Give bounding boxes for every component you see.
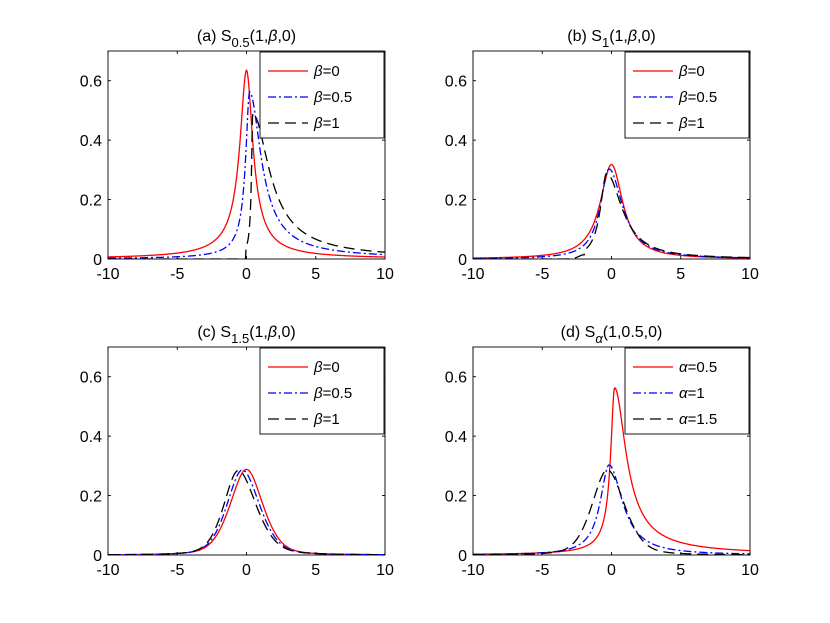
legend-entry: β=0 bbox=[313, 63, 340, 80]
x-tick-label: 5 bbox=[311, 266, 320, 283]
series-line-black bbox=[108, 469, 385, 555]
subplot-2: -10 -5 0 5 10 0 0.2 0.4 0.6 (b) S1(1,β,0) β=0 β=0.5… bbox=[445, 28, 759, 283]
series-group bbox=[473, 386, 750, 555]
x-tick-label: 10 bbox=[741, 562, 759, 579]
legend: β=0 β=0.5 β=1 bbox=[259, 347, 385, 435]
y-tick-label: 0.6 bbox=[80, 370, 102, 387]
x-tick-label: -5 bbox=[535, 562, 549, 579]
y-tick-label: 0.2 bbox=[445, 489, 467, 506]
x-tick-label: 0 bbox=[607, 266, 616, 283]
x-tick-label: -10 bbox=[96, 266, 119, 283]
y-tick-label: 0 bbox=[458, 548, 467, 565]
series-line-black bbox=[473, 172, 750, 259]
x-tick-label: 10 bbox=[376, 562, 394, 579]
legend-entry: β=0 bbox=[678, 63, 705, 80]
x-tick-label: 5 bbox=[311, 562, 320, 579]
legend-box bbox=[259, 347, 385, 435]
y-tick-label: 0.4 bbox=[80, 429, 102, 446]
legend-entry: α=0.5 bbox=[679, 359, 717, 376]
y-tick-label: 0.6 bbox=[445, 74, 467, 91]
subplot-title: (a) S0.5(1,β,0) bbox=[197, 28, 296, 50]
series-line-red bbox=[473, 386, 750, 555]
legend-entry: β=0.5 bbox=[313, 89, 352, 106]
series-line-blue bbox=[473, 168, 750, 259]
y-tick-label: 0 bbox=[93, 548, 102, 565]
series-group bbox=[108, 69, 385, 259]
x-tick-label: 5 bbox=[676, 562, 685, 579]
legend-entry: β=0.5 bbox=[313, 385, 352, 402]
y-tick-label: 0.2 bbox=[80, 193, 102, 210]
subplot-title: (d) Sα(1,0.5,0) bbox=[561, 324, 663, 346]
legend-box bbox=[624, 51, 750, 139]
legend: β=0 β=0.5 β=1 bbox=[624, 51, 750, 139]
x-tick-label: -10 bbox=[461, 562, 484, 579]
series-group bbox=[108, 468, 385, 555]
x-tick-label: -5 bbox=[535, 266, 549, 283]
y-tick-label: 0.6 bbox=[80, 74, 102, 91]
series-line-blue bbox=[473, 464, 750, 555]
y-tick-label: 0.4 bbox=[445, 429, 467, 446]
y-tick-label: 0 bbox=[458, 252, 467, 269]
legend-box bbox=[259, 51, 385, 139]
series-group bbox=[473, 163, 750, 259]
y-tick-label: 0.6 bbox=[445, 370, 467, 387]
subplot-title: (c) S1.5(1,β,0) bbox=[197, 324, 295, 346]
legend-entry: β=1 bbox=[678, 115, 705, 132]
legend: β=0 β=0.5 β=1 bbox=[259, 51, 385, 139]
legend-entry: β=0 bbox=[313, 359, 340, 376]
legend-entry: β=0.5 bbox=[678, 89, 717, 106]
x-tick-label: 0 bbox=[242, 562, 251, 579]
x-tick-label: 10 bbox=[741, 266, 759, 283]
x-tick-label: -5 bbox=[170, 266, 184, 283]
x-tick-label: 0 bbox=[242, 266, 251, 283]
y-tick-label: 0 bbox=[93, 252, 102, 269]
legend-entry: α=1 bbox=[679, 385, 705, 402]
legend-box bbox=[624, 347, 750, 435]
legend-entry: β=1 bbox=[313, 411, 340, 428]
legend-entry: α=1.5 bbox=[679, 411, 717, 428]
x-tick-label: -10 bbox=[96, 562, 119, 579]
legend-entry: β=1 bbox=[313, 115, 340, 132]
y-tick-label: 0.2 bbox=[80, 489, 102, 506]
x-tick-label: -10 bbox=[461, 266, 484, 283]
x-tick-label: 0 bbox=[607, 562, 616, 579]
series-line-red bbox=[108, 69, 385, 258]
y-tick-label: 0.4 bbox=[445, 133, 467, 150]
x-tick-label: 10 bbox=[376, 266, 394, 283]
subplot-title: (b) S1(1,β,0) bbox=[567, 28, 655, 50]
y-tick-label: 0.4 bbox=[80, 133, 102, 150]
legend: α=0.5 α=1 α=1.5 bbox=[624, 347, 750, 435]
x-tick-label: -5 bbox=[170, 562, 184, 579]
series-line-blue bbox=[108, 90, 385, 259]
series-line-black bbox=[473, 469, 750, 555]
y-tick-label: 0.2 bbox=[445, 193, 467, 210]
x-tick-label: 5 bbox=[676, 266, 685, 283]
